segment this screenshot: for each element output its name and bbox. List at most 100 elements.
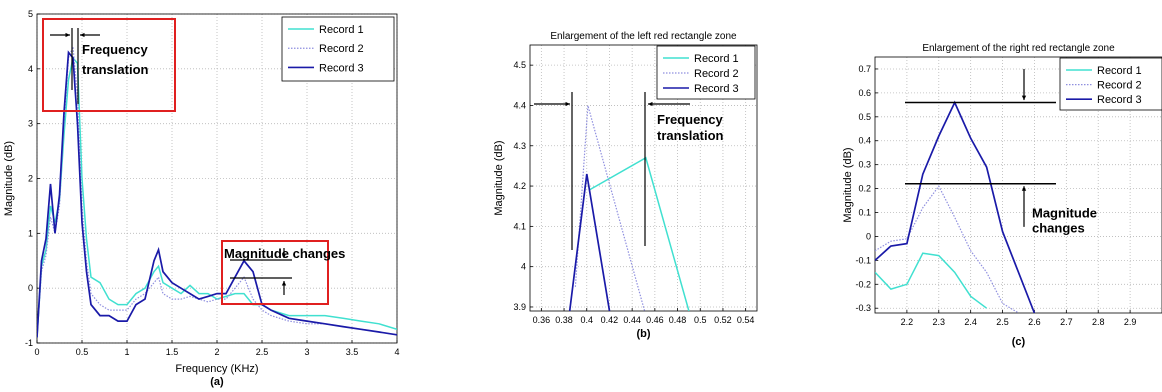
y-tick-label: 4.2 <box>513 181 526 191</box>
y-axis-label: Magnitude (dB) <box>3 141 15 216</box>
magnitude-annotation-line2: changes <box>1032 220 1085 235</box>
y-tick-label: -1 <box>25 338 33 348</box>
x-tick-label: 1 <box>124 347 129 357</box>
x-tick-label: 0.44 <box>623 315 641 325</box>
legend-label-record-3: Record 3 <box>319 62 364 74</box>
series-line-record-2 <box>37 46 397 338</box>
freq-arrow-right-head <box>648 101 653 107</box>
frequency-annotation-line2: translation <box>657 128 724 143</box>
series-line-record-3 <box>568 173 611 311</box>
y-tick-label: 3 <box>28 119 33 129</box>
mag-arrow-down-head <box>1021 95 1027 101</box>
x-tick-label: 2.2 <box>901 317 914 327</box>
x-tick-label: 0.4 <box>580 315 593 325</box>
y-tick-label: 0.6 <box>858 88 871 98</box>
y-tick-label: 0.4 <box>858 136 871 146</box>
series-line-record-1 <box>875 252 988 309</box>
legend: Record 1 Record 2 Record 3 <box>281 16 395 82</box>
x-tick-label: 2.9 <box>1124 317 1137 327</box>
mag-arrow-up-head <box>281 281 287 286</box>
y-tick-label: 4.3 <box>513 141 526 151</box>
series-line-record-2 <box>574 105 646 311</box>
legend-label-record-2: Record 2 <box>694 68 739 80</box>
freq-arrow-right-head <box>80 32 85 38</box>
magnitude-annotation-line1: Magnitude <box>1032 205 1097 220</box>
x-tick-label: 3.5 <box>346 347 359 357</box>
series-line-record-3 <box>875 100 1036 313</box>
x-tick-label: 1.5 <box>166 347 179 357</box>
chart-panel-b: 0.36 0.38 0.4 0.42 0.44 0.46 0.48 0.5 0.52 0.54 3.… <box>493 31 758 340</box>
series-line-record-3 <box>37 50 397 338</box>
x-tick-label: 2 <box>214 347 219 357</box>
freq-arrow-left-head <box>65 32 70 38</box>
plot-frame <box>529 44 758 312</box>
y-tick-label: 3.9 <box>513 302 526 312</box>
legend-box <box>1059 57 1162 111</box>
x-tick-label: 2.8 <box>1092 317 1105 327</box>
y-tick-label: 4 <box>28 64 33 74</box>
legend-label-record-1: Record 1 <box>1097 65 1142 77</box>
y-tick-label: 0.5 <box>858 112 871 122</box>
chart-panel-c: 2.2 2.3 2.4 2.5 2.6 2.7 2.8 2.9 -0.3 -0.2 -0.1 0 0.1… <box>842 43 1162 348</box>
y-tick-label: 5 <box>28 9 33 19</box>
mag-arrow-down-head <box>281 253 287 258</box>
red-rectangle-right <box>221 240 329 305</box>
x-tick-label: 0.48 <box>669 315 687 325</box>
y-tick-label: 4.5 <box>513 60 526 70</box>
x-tick-label: 0.38 <box>555 315 573 325</box>
x-tick-label: 0 <box>34 347 39 357</box>
y-tick-label: 0.7 <box>858 64 871 74</box>
panel-label: (b) <box>636 328 650 340</box>
series-line-record-2 <box>875 185 1019 313</box>
x-axis-label: Frequency (KHz) <box>175 363 258 375</box>
y-tick-label: 4.1 <box>513 221 526 231</box>
x-tick-label: 0.5 <box>76 347 89 357</box>
freq-arrow-left-head <box>565 101 570 107</box>
x-tick-label: 2.3 <box>933 317 946 327</box>
y-tick-label: 0.1 <box>858 208 871 218</box>
y-tick-label: 0.3 <box>858 160 871 170</box>
panel-label: (c) <box>1012 336 1026 348</box>
x-tick-label: 2.4 <box>964 317 977 327</box>
frequency-annotation-line1: Frequency <box>82 42 149 57</box>
y-tick-label: 1 <box>28 228 33 238</box>
x-tick-label: 4 <box>394 347 399 357</box>
x-tick-label: 0.46 <box>646 315 664 325</box>
y-tick-label: 0 <box>866 231 871 241</box>
legend: Record 1 Record 2 Record 3 <box>1059 57 1162 111</box>
x-tick-label: 0.54 <box>737 315 755 325</box>
y-tick-label: 4.4 <box>513 100 526 110</box>
y-tick-label: 0.2 <box>858 184 871 194</box>
legend-label-record-3: Record 3 <box>1097 94 1142 106</box>
legend-box <box>281 16 395 82</box>
x-tick-label: 0.52 <box>714 315 732 325</box>
chart-title: Enlargement of the right red rectangle z… <box>922 43 1115 54</box>
frequency-annotation-line2: translation <box>82 62 149 77</box>
chart-title: Enlargement of the left red rectangle zo… <box>550 31 737 42</box>
y-axis-label: Magnitude (dB) <box>493 140 505 215</box>
plot-frame <box>874 56 1162 314</box>
y-tick-label: 0 <box>28 283 33 293</box>
x-tick-label: 0.42 <box>601 315 619 325</box>
legend-label-record-3: Record 3 <box>694 83 739 95</box>
frequency-annotation-line1: Frequency <box>657 112 724 127</box>
x-tick-label: 2.6 <box>1028 317 1041 327</box>
y-tick-label: -0.3 <box>855 303 871 313</box>
red-rectangle-left <box>42 18 176 112</box>
panel-label: (a) <box>210 376 224 388</box>
mag-arrow-up-head <box>1021 186 1027 191</box>
x-tick-label: 2.5 <box>996 317 1009 327</box>
y-tick-label: -0.1 <box>855 255 871 265</box>
x-tick-label: 0.36 <box>533 315 551 325</box>
y-tick-label: 2 <box>28 174 33 184</box>
x-tick-label: 0.5 <box>694 315 707 325</box>
legend-label-record-1: Record 1 <box>319 24 364 36</box>
legend: Record 1 Record 2 Record 3 <box>656 45 756 100</box>
x-tick-label: 3 <box>304 347 309 357</box>
y-axis-label: Magnitude (dB) <box>842 147 854 222</box>
series-line-record-1 <box>588 156 690 311</box>
legend-label-record-2: Record 2 <box>319 43 364 55</box>
y-tick-label: 4 <box>521 262 526 272</box>
x-tick-label: 2.7 <box>1060 317 1073 327</box>
